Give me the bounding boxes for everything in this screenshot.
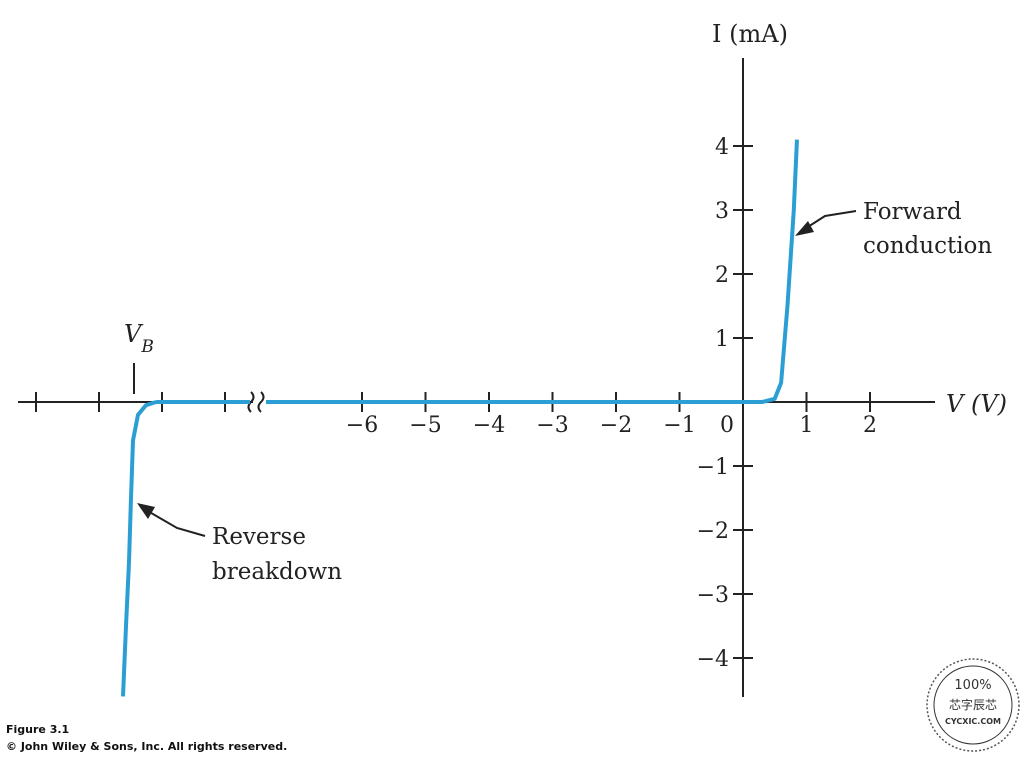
- forward-arrowhead: [795, 221, 814, 236]
- x-axis-title: V (V): [946, 390, 1007, 418]
- y-tick-label: 2: [715, 263, 729, 288]
- reverse-arrowhead: [137, 503, 155, 519]
- x-tick-label: −3: [536, 413, 568, 438]
- y-tick-label: 3: [715, 199, 729, 224]
- reverse-breakdown-annotation: Reverse breakdown: [137, 503, 342, 585]
- reverse-label-line2: breakdown: [212, 559, 342, 585]
- y-tick-label: −2: [697, 519, 729, 544]
- reverse-label-line1: Reverse: [212, 524, 306, 550]
- y-tick-label: −3: [697, 583, 729, 608]
- copyright-line: © John Wiley & Sons, Inc. All rights res…: [6, 740, 288, 753]
- y-tick-label: −1: [697, 455, 729, 480]
- watermark-site: CYCXIC.COM: [945, 717, 1001, 726]
- watermark-seal: 100% 芯字辰芯 CYCXIC.COM: [926, 658, 1020, 752]
- x-tick-label: 0: [720, 413, 734, 438]
- vb-main-label: V: [124, 320, 144, 348]
- x-tick-label: −2: [600, 413, 632, 438]
- forward-label-line2: conduction: [863, 233, 992, 259]
- y-tick-label: −4: [697, 647, 729, 672]
- x-tick-label: −5: [409, 413, 441, 438]
- forward-label-line1: Forward: [863, 199, 962, 225]
- y-tick-label: 1: [715, 327, 729, 352]
- axis-break-symbol: [247, 391, 265, 413]
- curve-forward-main: [266, 139, 799, 404]
- breakdown-voltage-marker: VB: [124, 320, 154, 394]
- x-tick-label: −1: [663, 413, 695, 438]
- y-axis-title: I (mA): [712, 20, 788, 48]
- vb-subscript: B: [140, 337, 154, 357]
- x-tick-label: 1: [800, 413, 814, 438]
- x-tick-label: 2: [863, 413, 877, 438]
- x-tick-label: −6: [346, 413, 378, 438]
- figure-label: Figure 3.1: [6, 723, 70, 736]
- watermark-chinese: 芯字辰芯: [949, 697, 997, 712]
- x-tick-label: −4: [473, 413, 505, 438]
- reverse-arrow: [145, 509, 206, 537]
- forward-conduction-annotation: Forward conduction: [795, 199, 992, 259]
- y-tick-label: 4: [715, 135, 729, 160]
- svg-text:VB: VB: [124, 320, 154, 357]
- curve-reverse-breakdown: [121, 400, 157, 697]
- watermark-percent: 100%: [954, 678, 991, 693]
